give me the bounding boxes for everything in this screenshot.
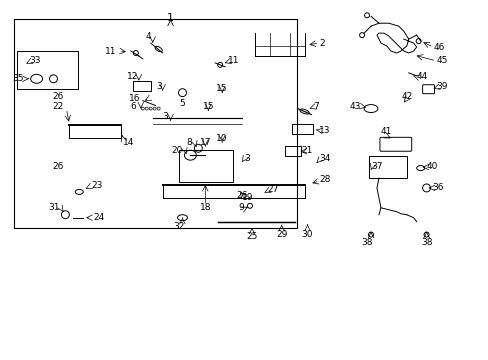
Text: 46: 46 [433,42,444,51]
Bar [178,150,233,182]
Bar [368,156,406,178]
Text: 10: 10 [216,134,227,143]
Text: 26: 26 [52,92,63,101]
Text: 26: 26 [52,162,63,171]
Text: 16: 16 [129,94,141,103]
Text: 4: 4 [145,32,151,41]
Text: 43: 43 [349,102,360,111]
Text: 27: 27 [267,185,279,194]
Text: 9: 9 [238,203,244,212]
Bar [291,125,313,134]
Text: 17: 17 [199,138,211,147]
Text: 28: 28 [319,175,330,184]
Text: 15: 15 [216,84,227,93]
Text: 45: 45 [436,57,447,66]
Text: 39: 39 [436,82,447,91]
Text: 40: 40 [426,162,437,171]
Text: 31: 31 [48,203,60,212]
Text: 15: 15 [202,102,214,111]
Text: 14: 14 [122,138,134,147]
Text: 3: 3 [156,82,161,91]
Bar [133,81,150,91]
Text: 35: 35 [12,74,24,83]
Text: 11: 11 [105,46,117,55]
Text: 3: 3 [244,154,249,163]
Text: 1: 1 [167,13,174,23]
Text: 42: 42 [400,92,411,101]
Text: 33: 33 [30,57,41,66]
Text: 3: 3 [163,112,168,121]
Text: 5: 5 [179,99,185,108]
Text: 6: 6 [130,102,136,111]
Text: 7: 7 [313,102,319,111]
Text: 29: 29 [275,230,287,239]
Text: 23: 23 [91,181,102,190]
Bar [284,146,300,156]
Text: 21: 21 [301,146,312,155]
Bar [17,51,78,89]
Text: 13: 13 [319,126,330,135]
Text: 8: 8 [186,138,192,147]
Text: 32: 32 [172,222,184,231]
Text: 34: 34 [319,154,330,163]
Text: 2: 2 [319,39,325,48]
Text: 12: 12 [127,72,138,81]
Text: 36: 36 [432,184,443,193]
Text: 41: 41 [380,127,391,136]
Text: 44: 44 [416,72,427,81]
Text: 25: 25 [246,231,257,240]
Text: 20: 20 [171,146,182,155]
Bar [14,19,296,228]
Text: 19: 19 [242,193,253,202]
Text: 18: 18 [199,203,211,212]
Text: 22: 22 [52,102,63,111]
Text: 30: 30 [301,230,313,239]
Text: 11: 11 [228,57,239,66]
Text: 38: 38 [361,238,372,247]
Text: 26: 26 [236,192,247,201]
Text: 38: 38 [420,238,431,247]
Text: 24: 24 [93,213,104,222]
Text: 37: 37 [370,162,382,171]
